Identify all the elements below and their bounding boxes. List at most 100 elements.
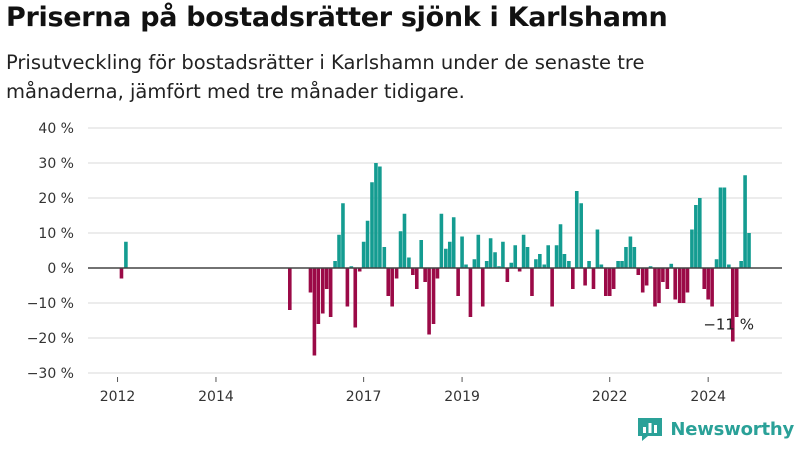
bar xyxy=(357,268,362,272)
bar xyxy=(562,254,567,268)
bar xyxy=(550,268,554,307)
bar xyxy=(468,268,473,317)
bar xyxy=(480,268,485,307)
bar xyxy=(611,268,616,289)
bar xyxy=(365,220,370,268)
y-tick-label: 40 % xyxy=(38,121,74,137)
bar xyxy=(595,229,600,268)
bar xyxy=(644,268,649,286)
bar xyxy=(698,198,702,268)
bar xyxy=(337,234,341,268)
bar xyxy=(378,166,382,268)
bar xyxy=(414,268,419,289)
bar xyxy=(747,233,751,268)
bar xyxy=(607,268,612,296)
bar xyxy=(349,266,354,268)
bar xyxy=(743,175,747,268)
x-tick-label: 2012 xyxy=(100,389,136,405)
bar xyxy=(333,261,337,268)
y-tick-label: −20 % xyxy=(27,331,74,347)
bar xyxy=(374,163,378,268)
bar xyxy=(398,231,403,268)
bar xyxy=(361,241,366,268)
bar xyxy=(661,268,665,282)
x-axis-ticks: 2012 2014 2017 2019 2022 2024 xyxy=(100,377,726,405)
bar xyxy=(456,268,460,296)
bar xyxy=(402,213,407,268)
bar xyxy=(411,268,415,275)
bar xyxy=(694,205,698,268)
bar xyxy=(444,248,448,268)
bar xyxy=(308,268,313,293)
bar xyxy=(451,217,456,268)
bar xyxy=(521,234,526,268)
bar-series xyxy=(119,163,751,356)
bar xyxy=(488,238,493,268)
bar xyxy=(702,268,707,289)
bar xyxy=(312,268,317,356)
bar xyxy=(124,241,128,268)
bar xyxy=(427,268,431,335)
bar xyxy=(447,241,452,268)
bar xyxy=(690,229,694,268)
bar xyxy=(497,266,501,268)
bar xyxy=(677,268,682,303)
bar xyxy=(513,245,518,268)
y-axis-ticks: 40 % 30 % 20 % 10 % 0 % −10 % −20 % −30 % xyxy=(27,121,74,382)
bar xyxy=(431,268,436,324)
bar xyxy=(534,259,538,268)
bar xyxy=(624,247,628,268)
bar xyxy=(493,252,497,268)
bar xyxy=(616,261,620,268)
bar xyxy=(341,203,345,268)
bar xyxy=(603,268,608,296)
x-tick-label: 2024 xyxy=(690,389,726,405)
last-value-label: −11 % xyxy=(703,316,754,334)
y-tick-label: −10 % xyxy=(27,296,74,312)
bar xyxy=(505,268,510,282)
brand-name: Newsworthy xyxy=(670,418,794,440)
bar xyxy=(288,268,292,310)
bar xyxy=(394,268,399,279)
bar xyxy=(734,268,739,317)
y-tick-label: 20 % xyxy=(38,191,74,207)
bar xyxy=(665,268,670,289)
bar xyxy=(517,268,522,272)
bar xyxy=(722,187,727,268)
bar xyxy=(546,245,551,268)
chart-title: Priserna på bostadsrätter sjönk i Karlsh… xyxy=(6,2,668,33)
annotations: −11 % xyxy=(703,316,754,334)
bar xyxy=(739,261,743,268)
bar xyxy=(620,261,624,268)
bar xyxy=(657,268,661,303)
bar xyxy=(653,268,657,307)
bar xyxy=(472,259,477,268)
grid-lines xyxy=(88,127,782,374)
y-tick-label: 10 % xyxy=(38,226,74,242)
bar xyxy=(558,224,563,268)
bar xyxy=(464,264,468,268)
bar xyxy=(583,268,587,286)
bar xyxy=(324,268,329,289)
bar xyxy=(718,187,723,268)
bar xyxy=(538,254,542,268)
bar xyxy=(542,264,547,268)
bar xyxy=(419,240,424,268)
bar xyxy=(386,268,391,296)
bar xyxy=(673,268,677,300)
bar xyxy=(439,213,444,268)
bar xyxy=(710,268,714,307)
bar xyxy=(530,268,534,296)
bar xyxy=(509,262,514,268)
x-tick-label: 2017 xyxy=(346,389,382,405)
bar xyxy=(587,261,591,268)
bar xyxy=(567,261,571,268)
y-tick-label: 30 % xyxy=(38,156,74,172)
bar xyxy=(435,268,440,279)
brand-logo: Newsworthy xyxy=(636,416,794,442)
bar xyxy=(571,268,575,289)
bar xyxy=(730,268,735,342)
bar xyxy=(407,257,411,268)
bar xyxy=(714,259,719,268)
